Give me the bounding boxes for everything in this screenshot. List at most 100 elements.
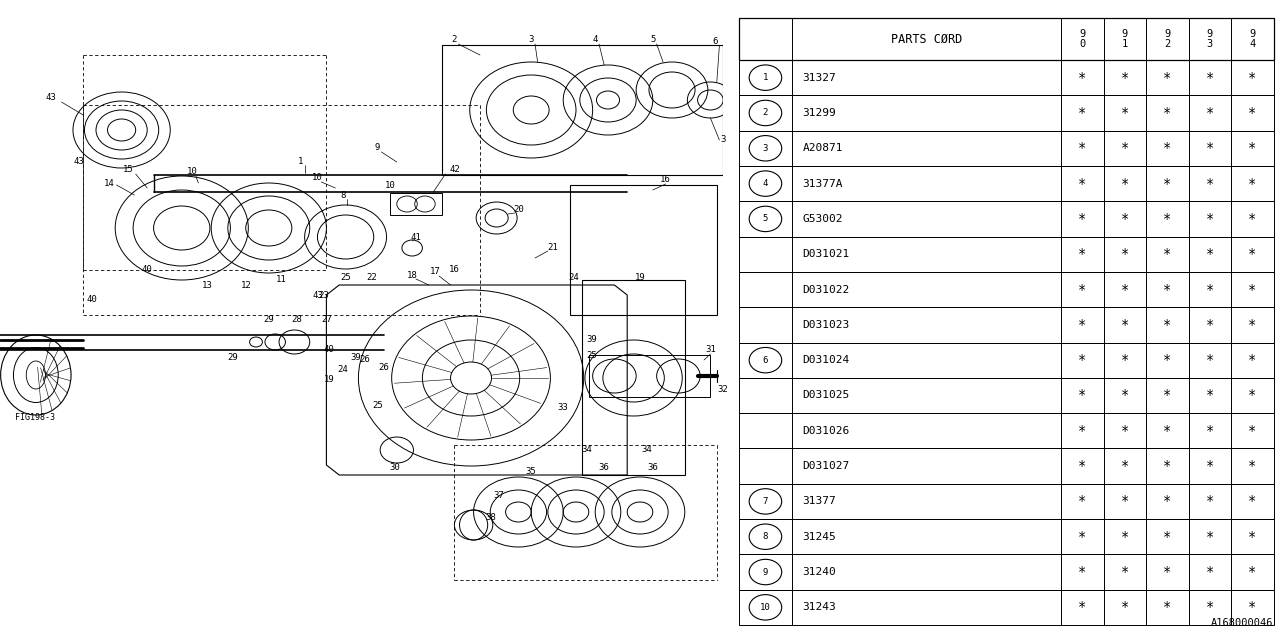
Text: 31: 31: [705, 346, 716, 355]
Text: *: *: [1121, 212, 1129, 226]
Text: *: *: [1248, 353, 1257, 367]
Text: 18: 18: [407, 271, 417, 280]
Bar: [739, 378, 1274, 413]
Text: *: *: [1206, 600, 1213, 614]
Text: *: *: [1121, 141, 1129, 156]
Text: 30: 30: [389, 463, 399, 472]
Bar: [739, 484, 1274, 519]
Text: *: *: [1121, 424, 1129, 438]
Text: *: *: [1248, 459, 1257, 473]
Text: 17: 17: [430, 268, 440, 276]
Text: G53002: G53002: [803, 214, 844, 224]
Text: 43: 43: [312, 291, 323, 300]
Text: *: *: [1248, 530, 1257, 544]
Bar: [739, 18, 1274, 60]
Text: *: *: [1121, 177, 1129, 191]
Bar: [390, 193, 442, 215]
Bar: [739, 272, 1274, 307]
Text: 5: 5: [763, 214, 768, 223]
Text: 29: 29: [228, 353, 238, 362]
Text: *: *: [1121, 495, 1129, 508]
Text: *: *: [1248, 106, 1257, 120]
Text: 27: 27: [321, 316, 332, 324]
Text: 15: 15: [123, 166, 133, 175]
Text: 3: 3: [721, 136, 726, 145]
Text: 37: 37: [494, 490, 504, 499]
Text: *: *: [1164, 212, 1171, 226]
Text: *: *: [1206, 247, 1213, 261]
Text: 19: 19: [324, 376, 334, 385]
Text: 24: 24: [338, 365, 348, 374]
Text: 23: 23: [319, 291, 329, 300]
Bar: [739, 95, 1274, 131]
Text: 9
1: 9 1: [1121, 29, 1128, 49]
Text: 10: 10: [312, 173, 323, 182]
Text: *: *: [1206, 318, 1213, 332]
Text: 29: 29: [264, 316, 274, 324]
Text: 7: 7: [763, 497, 768, 506]
Text: FIG198-3: FIG198-3: [15, 413, 55, 422]
Text: 8: 8: [763, 532, 768, 541]
Text: *: *: [1164, 282, 1171, 296]
Text: A168000046: A168000046: [1211, 618, 1274, 628]
Text: 22: 22: [366, 273, 376, 282]
Text: 9: 9: [763, 568, 768, 577]
Text: 21: 21: [548, 243, 558, 253]
Text: 40: 40: [87, 296, 97, 305]
Text: D031025: D031025: [803, 390, 850, 401]
Text: *: *: [1078, 353, 1087, 367]
Text: 9
0: 9 0: [1079, 29, 1085, 49]
Text: 12: 12: [241, 280, 251, 289]
Text: *: *: [1164, 106, 1171, 120]
Bar: [739, 307, 1274, 342]
Text: *: *: [1164, 530, 1171, 544]
Text: *: *: [1164, 70, 1171, 84]
Text: *: *: [1206, 106, 1213, 120]
Text: *: *: [1078, 600, 1087, 614]
Text: 43: 43: [46, 93, 56, 102]
Text: *: *: [1121, 353, 1129, 367]
Text: 4: 4: [593, 35, 598, 45]
Text: *: *: [1248, 318, 1257, 332]
Text: 9
4: 9 4: [1249, 29, 1256, 49]
Text: 43: 43: [74, 157, 84, 166]
Text: *: *: [1078, 459, 1087, 473]
Text: 31377: 31377: [803, 497, 836, 506]
Text: *: *: [1206, 70, 1213, 84]
Text: 2: 2: [452, 35, 457, 45]
Text: 26: 26: [379, 364, 389, 372]
Text: *: *: [1078, 247, 1087, 261]
Text: 11: 11: [276, 275, 287, 285]
Bar: [739, 449, 1274, 484]
Text: *: *: [1121, 388, 1129, 403]
Text: 10: 10: [385, 180, 396, 189]
Text: D031022: D031022: [803, 285, 850, 294]
Text: 40: 40: [142, 266, 152, 275]
Text: *: *: [1206, 212, 1213, 226]
Text: 6: 6: [763, 356, 768, 365]
Text: 26: 26: [360, 355, 370, 365]
Text: 19: 19: [635, 273, 645, 282]
Text: 8: 8: [340, 191, 346, 200]
Text: 36: 36: [648, 463, 658, 472]
Text: D031027: D031027: [803, 461, 850, 471]
Text: *: *: [1248, 388, 1257, 403]
Text: *: *: [1078, 177, 1087, 191]
Text: *: *: [1206, 282, 1213, 296]
Bar: [739, 413, 1274, 449]
Text: *: *: [1248, 212, 1257, 226]
Text: 3: 3: [529, 35, 534, 45]
Text: 4: 4: [763, 179, 768, 188]
Text: *: *: [1206, 388, 1213, 403]
Text: 34: 34: [581, 445, 591, 454]
Text: 10: 10: [187, 168, 197, 177]
Bar: [739, 589, 1274, 625]
Text: 9: 9: [375, 143, 380, 152]
Text: *: *: [1121, 282, 1129, 296]
Text: 28: 28: [292, 316, 302, 324]
Bar: [739, 60, 1274, 95]
Text: D031026: D031026: [803, 426, 850, 436]
Text: *: *: [1164, 177, 1171, 191]
Text: *: *: [1121, 106, 1129, 120]
Text: 9
3: 9 3: [1207, 29, 1213, 49]
